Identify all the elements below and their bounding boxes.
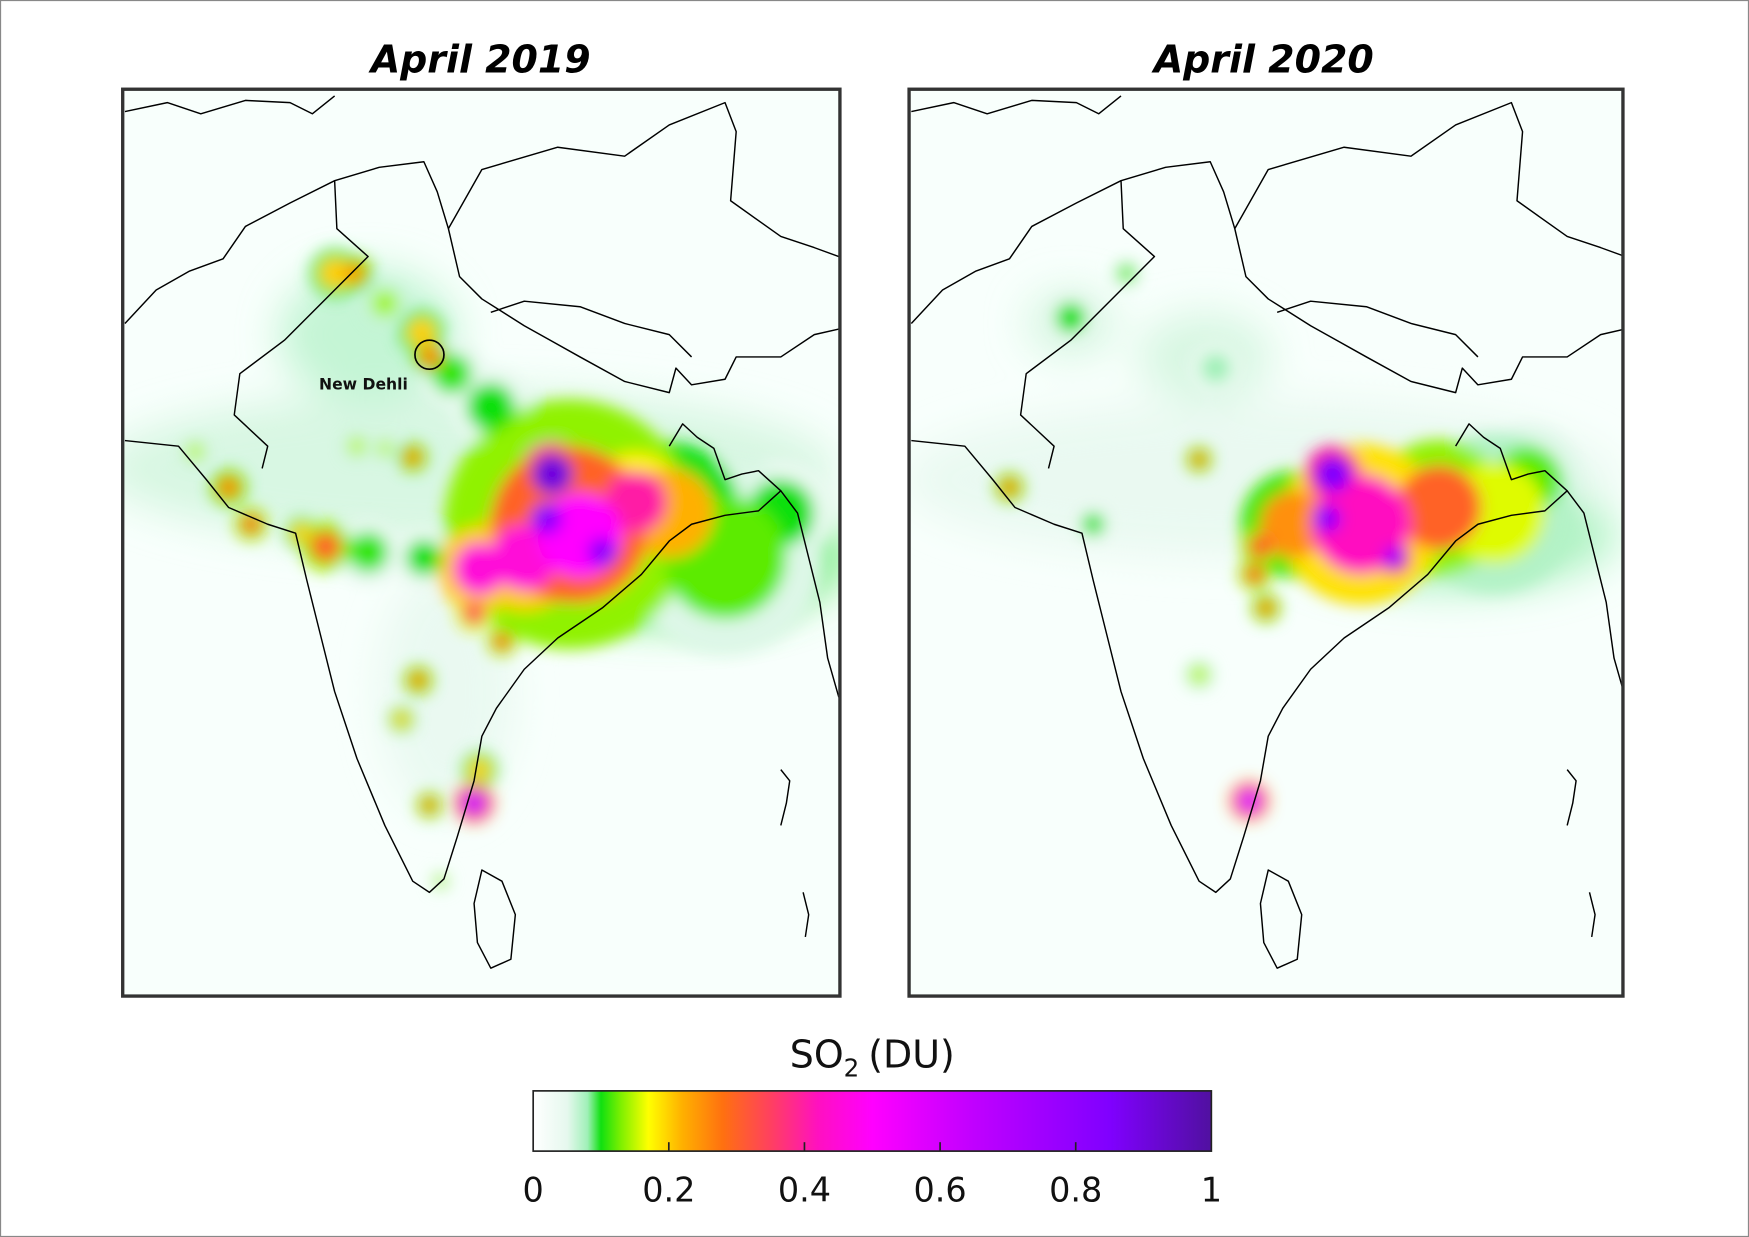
border-line xyxy=(124,95,336,115)
country-borders-2020 xyxy=(910,95,1623,969)
so2-hotspot xyxy=(466,382,516,432)
so2-hotspot xyxy=(604,470,668,534)
so2-hotspot xyxy=(406,539,442,576)
border-line xyxy=(911,95,1122,115)
so2-hotspot xyxy=(1081,513,1105,536)
border-line xyxy=(802,892,810,938)
so2-hotspot xyxy=(319,257,351,289)
border-line xyxy=(1588,892,1596,938)
so2-hotspot xyxy=(530,503,563,535)
new-delhi-label: New Dehli xyxy=(319,375,408,393)
border-line xyxy=(473,869,517,969)
so2-hotspot xyxy=(419,345,442,369)
colorbar: SO2 (DU) 0 0.2 0.4 0.6 0.8 1 xyxy=(523,1032,1222,1209)
border-line xyxy=(1234,101,1623,257)
so2-hotspot xyxy=(403,448,422,467)
map-panel-2020 xyxy=(907,87,1625,998)
panel-title-2020: April 2020 xyxy=(1151,38,1374,82)
map-panel-2019: New Dehli xyxy=(121,87,842,998)
so2-hotspot xyxy=(461,790,487,816)
border-line xyxy=(124,439,840,894)
so2-hotspot xyxy=(1055,302,1087,334)
so2-hotspot xyxy=(1248,534,1273,559)
so2-hotspot xyxy=(1313,505,1341,533)
so2-hotspot xyxy=(493,632,511,651)
so2-hotspot xyxy=(587,537,617,567)
so2-hotspot xyxy=(1315,456,1351,492)
border-line xyxy=(447,101,840,258)
so2-hotspot xyxy=(1117,264,1136,283)
colorbar-tick-label: 0.4 xyxy=(778,1170,831,1209)
so2-hotspot xyxy=(371,290,399,317)
so2-hotspot xyxy=(1244,564,1265,585)
so2-hotspot xyxy=(187,443,204,460)
border-line xyxy=(233,161,839,469)
so2-hotspot xyxy=(1383,546,1406,569)
so2-hotspot xyxy=(1260,490,1328,558)
so2-hotspot xyxy=(1000,478,1019,497)
border-line xyxy=(1455,423,1568,492)
so2-hotspot xyxy=(468,758,491,781)
so2-hotspot xyxy=(217,476,240,499)
border-line xyxy=(1566,769,1577,826)
so2-hotspot xyxy=(462,602,486,625)
border-line xyxy=(490,300,693,358)
map-frame-2019 xyxy=(121,87,842,998)
colorbar-tick-label: 0 xyxy=(523,1170,544,1209)
so2-hotspot xyxy=(1257,598,1275,617)
so2-hotspot xyxy=(378,441,392,456)
so2-hotspot xyxy=(532,453,573,495)
so2-hotspot xyxy=(1237,788,1262,814)
so2-hotspot xyxy=(1396,465,1482,550)
so2-hotspot xyxy=(409,671,428,690)
so2-hotspot xyxy=(393,711,410,728)
border-line xyxy=(1019,161,1623,469)
border-line xyxy=(780,769,791,826)
border-line xyxy=(1259,869,1303,969)
map-frame-2020 xyxy=(907,87,1625,998)
colorbar-tick-label: 1 xyxy=(1201,1170,1222,1209)
country-borders-2019 xyxy=(124,95,840,969)
so2-field-2020 xyxy=(909,259,1618,821)
so2-hotspot xyxy=(421,797,438,814)
border-line xyxy=(910,180,1122,324)
new-delhi-marker xyxy=(414,339,445,371)
so2-hotspot xyxy=(310,530,342,563)
border-line xyxy=(124,180,335,324)
colorbar-tick-label: 0.2 xyxy=(642,1170,695,1209)
so2-hotspot xyxy=(1310,474,1412,575)
colorbar-gradient xyxy=(532,1090,1213,1152)
colorbar-label: SO2 (DU) xyxy=(790,1032,955,1082)
so2-hotspot xyxy=(1191,451,1207,468)
colorbar-tick-label: 0.6 xyxy=(913,1170,966,1209)
so2-hotspot xyxy=(348,532,389,573)
so2-hotspot xyxy=(1190,665,1209,684)
border-line xyxy=(668,423,782,492)
border-line xyxy=(1276,300,1479,358)
border-line xyxy=(911,439,1623,894)
so2-hotspot xyxy=(1200,352,1232,384)
panel-title-2019: April 2019 xyxy=(368,38,591,82)
so2-hotspot xyxy=(349,438,365,454)
so2-hotspot xyxy=(343,262,366,285)
colorbar-tick-label: 0.8 xyxy=(1049,1170,1102,1209)
